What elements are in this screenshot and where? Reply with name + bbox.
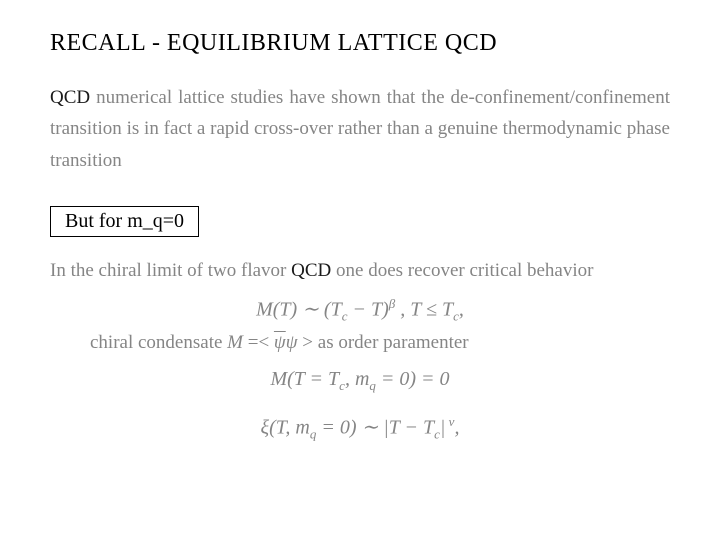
eq1-comma: , — [459, 298, 464, 320]
para1-text: numerical lattice studies have shown tha… — [50, 87, 670, 171]
equation-correlation-length: ξ(T, mq = 0) ∼ |T − Tc| ν, — [50, 414, 670, 443]
slide-title: RECALL - EQUILIBRIUM LATTICE QCD — [50, 30, 670, 57]
eq2-pre: M(T = T — [270, 368, 339, 390]
eq3-mid: = 0) ∼ |T − T — [316, 417, 434, 439]
eq2-post: = 0) = 0 — [376, 368, 450, 390]
eq3-comma: , — [454, 417, 459, 439]
condensate-pre: chiral condensate — [90, 332, 227, 353]
condensate-psi: ψ — [286, 332, 298, 353]
condensate-M: M — [227, 332, 243, 353]
qcd-acronym-1: QCD — [50, 87, 90, 108]
chiral-condensate-line: chiral condensate M =< ψψ > as order par… — [50, 332, 670, 354]
para2-pre: In the chiral limit of two flavor — [50, 260, 291, 281]
qcd-acronym-2: QCD — [291, 260, 331, 281]
paragraph-crossover: QCD numerical lattice studies have shown… — [50, 82, 670, 176]
equation-order-parameter: M(T) ∼ (Tc − T)β , T ≤ Tc, — [50, 296, 670, 325]
eq2-mid: , m — [345, 368, 369, 390]
equation-M-zero: M(T = Tc, mq = 0) = 0 — [50, 368, 670, 394]
but-for-box: But for m_q=0 — [50, 206, 199, 237]
condensate-post: as order paramenter — [313, 332, 469, 353]
eq3-pre: ξ(T, m — [261, 417, 310, 439]
eq1-mid: − T) — [348, 298, 389, 320]
eq1-left: M(T) ∼ (T — [256, 298, 342, 320]
eq1-tail: , T ≤ T — [395, 298, 453, 320]
para2-post: one does recover critical behavior — [331, 260, 593, 281]
condensate-psibar: ψ — [274, 332, 286, 354]
paragraph-chiral-limit: In the chiral limit of two flavor QCD on… — [50, 257, 670, 286]
condensate-close: > — [298, 332, 313, 353]
condensate-eq: =< — [243, 332, 274, 353]
